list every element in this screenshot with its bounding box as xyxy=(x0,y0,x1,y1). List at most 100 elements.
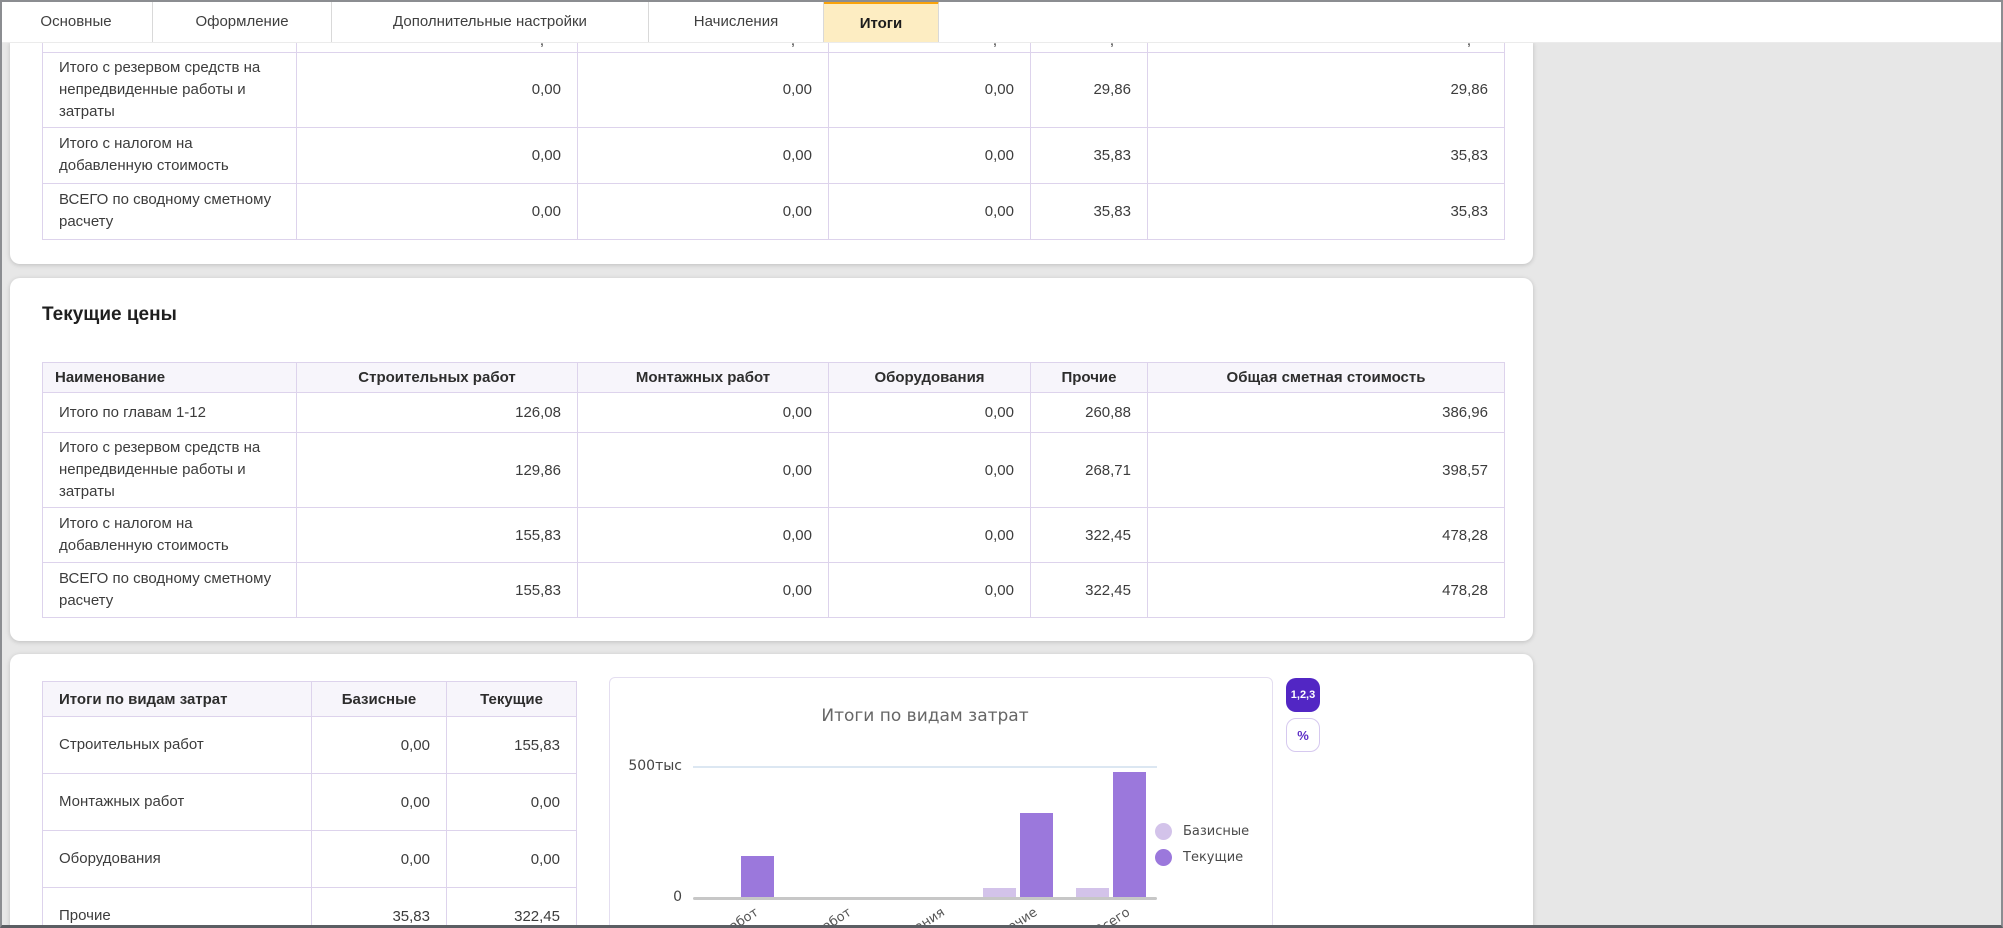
cell: 35,83 xyxy=(1030,182,1148,240)
tab-nachisleniya[interactable]: Начисления xyxy=(649,0,824,42)
current-prices-card: Текущие цены Наименование Строительных р… xyxy=(10,278,1533,641)
y-axis-tick-max: 500тыс xyxy=(628,758,682,774)
cell: 0,00 xyxy=(296,51,578,128)
basis-prices-card: , , , , , Итого с резервом средств на не… xyxy=(10,42,1533,264)
column-header: Оборудования xyxy=(828,362,1031,393)
legend-item-current[interactable]: Текущие xyxy=(1155,849,1249,866)
chart-mode-percent-button[interactable]: % xyxy=(1286,718,1320,752)
table-row: Прочие 35,83 322,45 xyxy=(42,887,577,928)
row-name: Итого с резервом средств на непредвиденн… xyxy=(42,432,297,508)
legend-item-basis[interactable]: Базисные xyxy=(1155,823,1249,840)
bar-basis-3 xyxy=(983,888,1016,897)
row-name xyxy=(42,42,297,53)
row-name: Оборудования xyxy=(42,830,312,888)
gridline-500 xyxy=(693,766,1157,768)
cell: 35,83 xyxy=(1030,126,1148,184)
tab-label: Оформление xyxy=(195,12,289,30)
cell: 322,45 xyxy=(1030,562,1148,618)
cell: 0,00 xyxy=(311,773,447,831)
cell: , xyxy=(577,42,829,53)
table-header-row: Итоги по видам затрат Базисные Текущие xyxy=(42,681,577,717)
cell: 129,86 xyxy=(296,432,578,508)
legend-label: Текущие xyxy=(1183,850,1244,865)
column-header: Наименование xyxy=(42,362,297,393)
cell: 478,28 xyxy=(1147,507,1505,563)
totals-by-type-card: Итоги по видам затрат Базисные Текущие С… xyxy=(10,654,1533,928)
cell: 35,83 xyxy=(1147,126,1505,184)
cell: 0,00 xyxy=(828,51,1031,128)
totals-by-type-table: Итоги по видам затрат Базисные Текущие С… xyxy=(42,681,577,928)
table-row: Монтажных работ 0,00 0,00 xyxy=(42,773,577,831)
x-axis-label: Всего xyxy=(1092,905,1134,928)
cell: 268,71 xyxy=(1030,432,1148,508)
cell: 386,96 xyxy=(1147,392,1505,433)
legend-dot-basis xyxy=(1155,823,1172,840)
cell: 35,83 xyxy=(1147,182,1505,240)
cell: 0,00 xyxy=(311,716,447,774)
cell: 0,00 xyxy=(828,126,1031,184)
cell: 260,88 xyxy=(1030,392,1148,433)
table-row: Итого с резервом средств на непредвиденн… xyxy=(42,432,1505,508)
table-row: Оборудования 0,00 0,00 xyxy=(42,830,577,888)
cell: 322,45 xyxy=(446,887,577,928)
chart-mode-values-button[interactable]: 1,2,3 xyxy=(1286,678,1320,712)
column-header: Строительных работ xyxy=(296,362,578,393)
cell: , xyxy=(1030,42,1148,53)
cell: , xyxy=(296,42,578,53)
table-row: ВСЕГО по сводному сметному расчету 0,00 … xyxy=(42,182,1505,240)
cell: 0,00 xyxy=(577,392,829,433)
tab-itogi[interactable]: Итоги xyxy=(824,0,939,42)
row-name: ВСЕГО по сводному сметному расчету xyxy=(42,182,297,240)
table-row: ВСЕГО по сводному сметному расчету 155,8… xyxy=(42,562,1505,618)
cell: 126,08 xyxy=(296,392,578,433)
cell: 29,86 xyxy=(1147,51,1505,128)
cell: 0,00 xyxy=(577,51,829,128)
table-row: Итого с резервом средств на непредвиденн… xyxy=(42,51,1505,128)
tab-osnovnye[interactable]: Основные xyxy=(0,0,153,42)
x-axis-label: Строительных работ xyxy=(633,905,761,928)
cell: 0,00 xyxy=(296,126,578,184)
cell: 322,45 xyxy=(1030,507,1148,563)
tab-label: Начисления xyxy=(693,12,779,30)
cell: 0,00 xyxy=(296,182,578,240)
x-axis-label: Прочие xyxy=(989,905,1041,928)
cell: 35,83 xyxy=(311,887,447,928)
cell: 0,00 xyxy=(828,432,1031,508)
legend-label: Базисные xyxy=(1183,824,1250,839)
y-axis-tick-zero: 0 xyxy=(673,889,682,905)
cell: 0,00 xyxy=(577,126,829,184)
cell: 0,00 xyxy=(577,507,829,563)
tab-oformlenie[interactable]: Оформление xyxy=(153,0,332,42)
cell: 155,83 xyxy=(296,507,578,563)
cell: 0,00 xyxy=(446,773,577,831)
table-row: Итого по главам 1-12 126,08 0,00 0,00 26… xyxy=(42,392,1505,433)
cell: 29,86 xyxy=(1030,51,1148,128)
bar-chart: Итоги по видам затрат 500тыс 0 Базисные … xyxy=(609,677,1273,928)
table-row-clipped: , , , , , xyxy=(42,42,1505,53)
cell: , xyxy=(828,42,1031,53)
cell: 0,00 xyxy=(828,507,1031,563)
column-header: Прочие xyxy=(1030,362,1148,393)
cell: 0,00 xyxy=(828,392,1031,433)
legend-dot-current xyxy=(1155,849,1172,866)
cell: , xyxy=(1147,42,1505,53)
basis-prices-table: , , , , , Итого с резервом средств на не… xyxy=(42,42,1505,240)
column-header: Итоги по видам затрат xyxy=(42,681,312,717)
column-header: Базисные xyxy=(311,681,447,717)
cell: 155,83 xyxy=(446,716,577,774)
tab-label: Итоги xyxy=(859,14,903,32)
tab-label: Дополнительные настройки xyxy=(393,12,587,30)
cell: 0,00 xyxy=(311,830,447,888)
row-name: Итого с резервом средств на непредвиденн… xyxy=(42,51,297,128)
cell: 398,57 xyxy=(1147,432,1505,508)
cell: 0,00 xyxy=(828,562,1031,618)
tab-dop-nastroyki[interactable]: Дополнительные настройки xyxy=(332,0,649,42)
cell: 155,83 xyxy=(296,562,578,618)
cell: 478,28 xyxy=(1147,562,1505,618)
bar-basis-4 xyxy=(1076,888,1109,897)
cell: 0,00 xyxy=(577,562,829,618)
cell: 0,00 xyxy=(446,830,577,888)
chart-legend: Базисные Текущие xyxy=(1155,823,1249,875)
cell: 0,00 xyxy=(577,182,829,240)
